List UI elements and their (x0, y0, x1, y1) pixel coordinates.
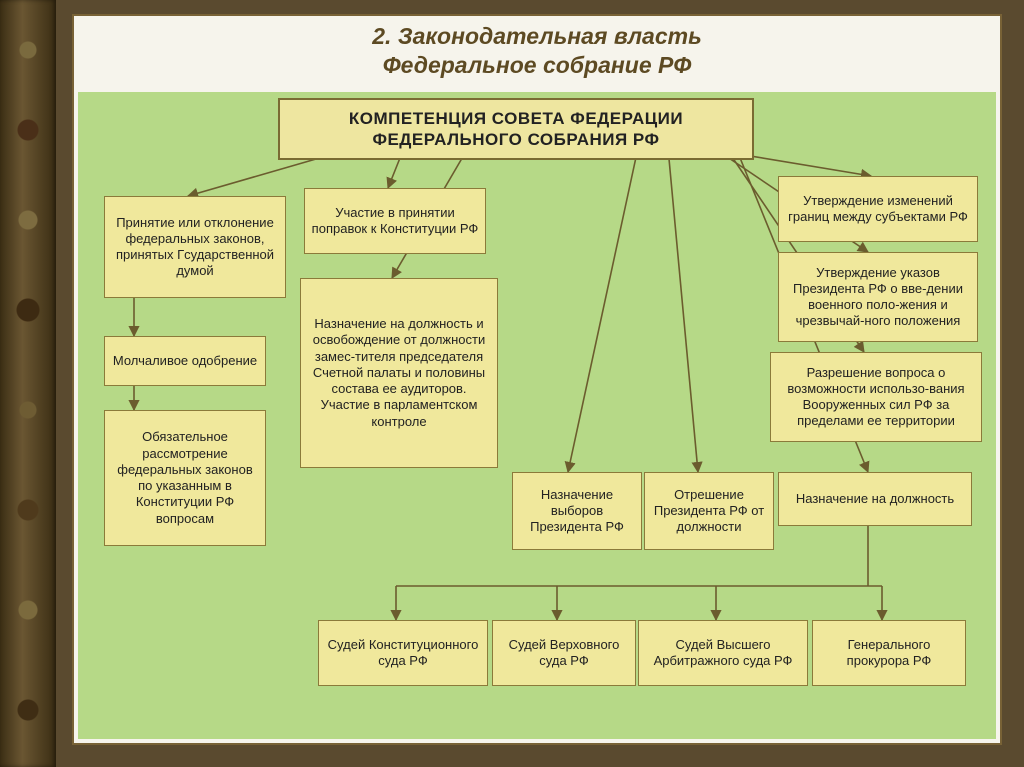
node-label: Утверждение указов Президента РФ о вве-д… (785, 265, 971, 330)
node-n15: Генерального прокурора РФ (812, 620, 966, 686)
node-label: Обязательное рассмотрение федеральных за… (111, 429, 259, 527)
node-n9: Назначение выборов Президента РФ (512, 472, 642, 550)
node-label: Назначение выборов Президента РФ (519, 487, 635, 536)
node-root: КОМПЕТЕНЦИЯ СОВЕТА ФЕДЕРАЦИИ ФЕДЕРАЛЬНОГ… (278, 98, 754, 160)
node-n8: Разрешение вопроса о возможности использ… (770, 352, 982, 442)
node-n5: Обязательное рассмотрение федеральных за… (104, 410, 266, 546)
title-line-2: Федеральное собрание РФ (383, 52, 692, 78)
slide-title: 2. Законодательная власть Федеральное со… (74, 22, 1000, 80)
node-label: Назначение на должность и освобождение о… (307, 316, 491, 430)
node-label: КОМПЕТЕНЦИЯ СОВЕТА ФЕДЕРАЦИИ ФЕДЕРАЛЬНОГ… (286, 108, 746, 151)
slide: 2. Законодательная власть Федеральное со… (0, 0, 1024, 767)
node-n11: Назначение на должность (778, 472, 972, 526)
node-label: Назначение на должность (796, 491, 954, 507)
node-n7: Утверждение указов Президента РФ о вве-д… (778, 252, 978, 342)
node-label: Принятие или отклонение федеральных зако… (111, 215, 279, 280)
node-label: Разрешение вопроса о возможности использ… (777, 365, 975, 430)
diagram-canvas: КОМПЕТЕНЦИЯ СОВЕТА ФЕДЕРАЦИИ ФЕДЕРАЛЬНОГ… (78, 92, 996, 739)
node-label: Утверждение изменений границ между субъе… (785, 193, 971, 226)
node-n3: Назначение на должность и освобождение о… (300, 278, 498, 468)
node-label: Судей Верховного суда РФ (499, 637, 629, 670)
node-label: Отрешение Президента РФ от должности (651, 487, 767, 536)
slide-frame: 2. Законодательная власть Федеральное со… (72, 14, 1002, 745)
node-n14: Судей Высшего Арбитражного суда РФ (638, 620, 808, 686)
decorative-sidebar (0, 0, 56, 767)
node-label: Генерального прокурора РФ (819, 637, 959, 670)
title-line-1: 2. Законодательная власть (372, 23, 702, 49)
node-n13: Судей Верховного суда РФ (492, 620, 636, 686)
node-n10: Отрешение Президента РФ от должности (644, 472, 774, 550)
node-label: Судей Высшего Арбитражного суда РФ (645, 637, 801, 670)
node-n2: Участие в принятии поправок к Конституци… (304, 188, 486, 254)
node-label: Судей Конституционного суда РФ (325, 637, 481, 670)
node-n4: Молчаливое одобрение (104, 336, 266, 386)
node-n12: Судей Конституционного суда РФ (318, 620, 488, 686)
node-label: Молчаливое одобрение (113, 353, 257, 369)
node-label: Участие в принятии поправок к Конституци… (311, 205, 479, 238)
node-n1: Принятие или отклонение федеральных зако… (104, 196, 286, 298)
node-n6: Утверждение изменений границ между субъе… (778, 176, 978, 242)
